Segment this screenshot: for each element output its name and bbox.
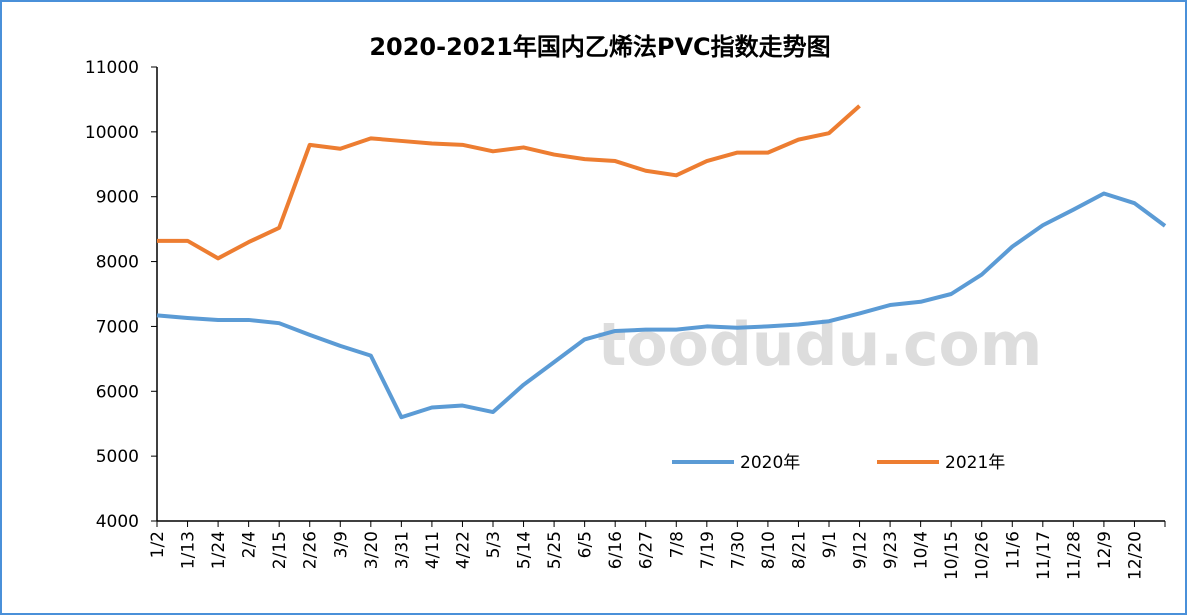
legend-label: 2020年 (740, 453, 800, 473)
x-tick-label: 6/27 (637, 531, 657, 569)
x-tick-label: 11/6 (1003, 531, 1023, 569)
x-tick-label: 4/22 (453, 531, 473, 569)
x-tick-label: 5/14 (515, 531, 535, 569)
x-tick-label: 8/10 (759, 531, 779, 569)
x-tick-label: 5/3 (484, 531, 504, 558)
y-tick-label: 7000 (96, 317, 139, 337)
x-tick-label: 10/26 (973, 531, 993, 580)
x-tick-label: 12/9 (1095, 531, 1115, 569)
line-series (157, 104, 861, 261)
y-tick-label: 10000 (85, 123, 139, 143)
x-tick-label: 2/4 (240, 531, 260, 558)
x-tick-label: 6/5 (576, 531, 596, 558)
y-tick-label: 5000 (96, 447, 139, 467)
y-tick-label: 11000 (85, 58, 139, 78)
x-tick-label: 9/23 (881, 531, 901, 569)
x-tick-label: 5/25 (545, 531, 565, 569)
x-tick-label: 7/19 (698, 531, 718, 569)
x-tick-label: 7/30 (728, 531, 748, 569)
x-tick-label: 9/12 (851, 531, 871, 569)
x-tick-label: 1/24 (209, 531, 229, 569)
x-tick-label: 1/13 (179, 531, 199, 569)
y-tick-label: 8000 (96, 253, 139, 273)
y-tick-label: 9000 (96, 188, 139, 208)
x-tick-label: 8/21 (789, 531, 809, 569)
x-tick-label: 11/17 (1034, 531, 1054, 580)
x-tick-label: 3/9 (331, 531, 351, 558)
chart-title: 2020-2021年国内乙烯法PVC指数走势图 (369, 33, 830, 61)
line-series (156, 191, 1167, 420)
x-tick-label: 12/20 (1125, 531, 1145, 580)
legend-label: 2021年 (945, 453, 1005, 473)
y-tick-label: 4000 (96, 512, 139, 532)
x-tick-label: 1/2 (148, 531, 168, 558)
y-tick-label: 6000 (96, 382, 139, 402)
x-tick-label: 9/1 (820, 531, 840, 558)
x-tick-label: 10/15 (942, 531, 962, 580)
x-tick-label: 2/15 (270, 531, 290, 569)
x-tick-label: 4/11 (423, 531, 443, 569)
x-tick-label: 2/26 (301, 531, 321, 569)
x-tick-label: 11/28 (1064, 531, 1084, 580)
x-tick-label: 3/31 (392, 531, 412, 569)
x-tick-label: 7/8 (667, 531, 687, 558)
x-tick-label: 6/16 (606, 531, 626, 569)
x-tick-label: 3/20 (362, 531, 382, 569)
x-tick-label: 10/4 (912, 531, 932, 569)
